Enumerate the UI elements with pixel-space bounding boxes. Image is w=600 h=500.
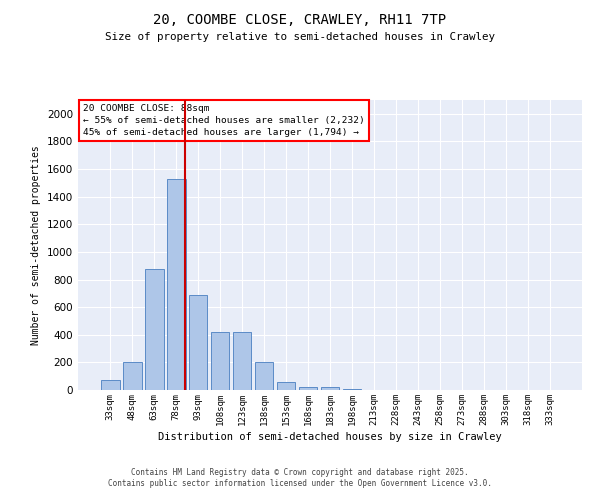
Text: Contains HM Land Registry data © Crown copyright and database right 2025.
Contai: Contains HM Land Registry data © Crown c…	[108, 468, 492, 487]
X-axis label: Distribution of semi-detached houses by size in Crawley: Distribution of semi-detached houses by …	[158, 432, 502, 442]
Bar	[123, 362, 142, 390]
Bar	[343, 388, 361, 390]
Bar	[167, 178, 185, 390]
Text: 20, COOMBE CLOSE, CRAWLEY, RH11 7TP: 20, COOMBE CLOSE, CRAWLEY, RH11 7TP	[154, 12, 446, 26]
Bar	[211, 332, 229, 390]
Text: Size of property relative to semi-detached houses in Crawley: Size of property relative to semi-detach…	[105, 32, 495, 42]
Bar	[189, 296, 208, 390]
Y-axis label: Number of semi-detached properties: Number of semi-detached properties	[31, 145, 41, 345]
Bar	[101, 380, 119, 390]
Bar	[255, 362, 274, 390]
Bar	[320, 387, 340, 390]
Bar	[277, 382, 295, 390]
Bar	[299, 386, 317, 390]
Bar	[233, 332, 251, 390]
Bar	[145, 269, 164, 390]
Text: 20 COOMBE CLOSE: 88sqm
← 55% of semi-detached houses are smaller (2,232)
45% of : 20 COOMBE CLOSE: 88sqm ← 55% of semi-det…	[83, 104, 365, 137]
